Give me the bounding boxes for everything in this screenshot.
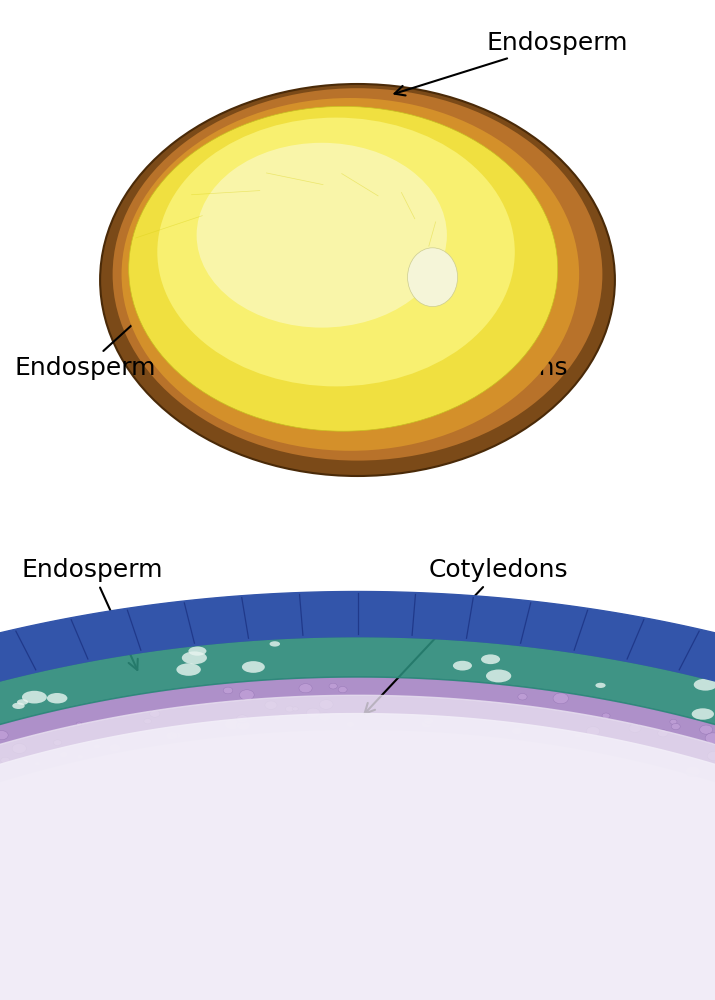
Ellipse shape <box>237 715 248 723</box>
Ellipse shape <box>12 743 26 753</box>
Ellipse shape <box>707 751 715 761</box>
Ellipse shape <box>59 752 68 758</box>
Ellipse shape <box>166 732 178 740</box>
Ellipse shape <box>197 143 447 328</box>
Ellipse shape <box>670 719 677 724</box>
Text: Cotyledons: Cotyledons <box>365 558 568 714</box>
Ellipse shape <box>306 708 320 718</box>
Polygon shape <box>0 637 715 1000</box>
Ellipse shape <box>481 654 500 664</box>
Ellipse shape <box>338 687 347 693</box>
Ellipse shape <box>265 701 277 709</box>
Ellipse shape <box>285 706 294 712</box>
Polygon shape <box>0 695 715 1000</box>
Ellipse shape <box>518 694 527 700</box>
Ellipse shape <box>270 641 280 647</box>
Ellipse shape <box>149 710 160 717</box>
Ellipse shape <box>694 679 715 691</box>
Ellipse shape <box>93 744 101 749</box>
Ellipse shape <box>242 661 265 673</box>
Ellipse shape <box>424 717 434 724</box>
Ellipse shape <box>240 690 254 700</box>
Ellipse shape <box>76 722 82 726</box>
Ellipse shape <box>0 731 8 740</box>
Ellipse shape <box>22 691 47 704</box>
Ellipse shape <box>223 687 233 694</box>
Ellipse shape <box>274 716 281 721</box>
Ellipse shape <box>658 730 668 737</box>
Ellipse shape <box>157 118 515 386</box>
Text: Endosperm: Endosperm <box>395 31 628 95</box>
Ellipse shape <box>319 713 331 721</box>
Text: Endosperm: Endosperm <box>21 558 163 670</box>
Ellipse shape <box>172 732 181 739</box>
Ellipse shape <box>12 703 25 709</box>
Ellipse shape <box>188 646 207 656</box>
Ellipse shape <box>691 708 714 720</box>
Polygon shape <box>0 729 715 1000</box>
Ellipse shape <box>237 721 250 730</box>
Ellipse shape <box>511 727 522 735</box>
Ellipse shape <box>129 106 558 431</box>
Ellipse shape <box>182 651 207 664</box>
Ellipse shape <box>17 699 28 705</box>
Polygon shape <box>0 714 715 1000</box>
Ellipse shape <box>602 713 610 719</box>
Ellipse shape <box>553 693 568 704</box>
Ellipse shape <box>700 725 713 734</box>
Text: Cotyledons: Cotyledons <box>330 300 568 380</box>
Ellipse shape <box>113 88 602 461</box>
Ellipse shape <box>299 684 312 693</box>
Ellipse shape <box>486 669 511 682</box>
Ellipse shape <box>47 693 67 703</box>
Ellipse shape <box>671 723 680 730</box>
Ellipse shape <box>705 733 715 743</box>
Ellipse shape <box>686 766 701 777</box>
Polygon shape <box>0 592 715 1000</box>
Ellipse shape <box>109 744 121 752</box>
Ellipse shape <box>408 248 458 307</box>
Ellipse shape <box>292 707 298 711</box>
Ellipse shape <box>346 721 355 727</box>
Ellipse shape <box>77 755 84 759</box>
Ellipse shape <box>54 740 61 746</box>
Ellipse shape <box>100 84 615 476</box>
Ellipse shape <box>225 719 240 730</box>
Ellipse shape <box>144 719 152 724</box>
Ellipse shape <box>1 757 10 764</box>
Polygon shape <box>0 677 715 1000</box>
Ellipse shape <box>34 762 41 766</box>
Ellipse shape <box>421 720 432 728</box>
Ellipse shape <box>177 663 201 676</box>
Ellipse shape <box>122 98 579 451</box>
Ellipse shape <box>453 661 472 671</box>
Ellipse shape <box>329 683 337 689</box>
Ellipse shape <box>574 733 581 738</box>
Ellipse shape <box>586 727 600 736</box>
Text: Endosperm: Endosperm <box>14 309 156 380</box>
Ellipse shape <box>320 700 333 709</box>
Ellipse shape <box>596 683 606 688</box>
Ellipse shape <box>629 724 641 732</box>
